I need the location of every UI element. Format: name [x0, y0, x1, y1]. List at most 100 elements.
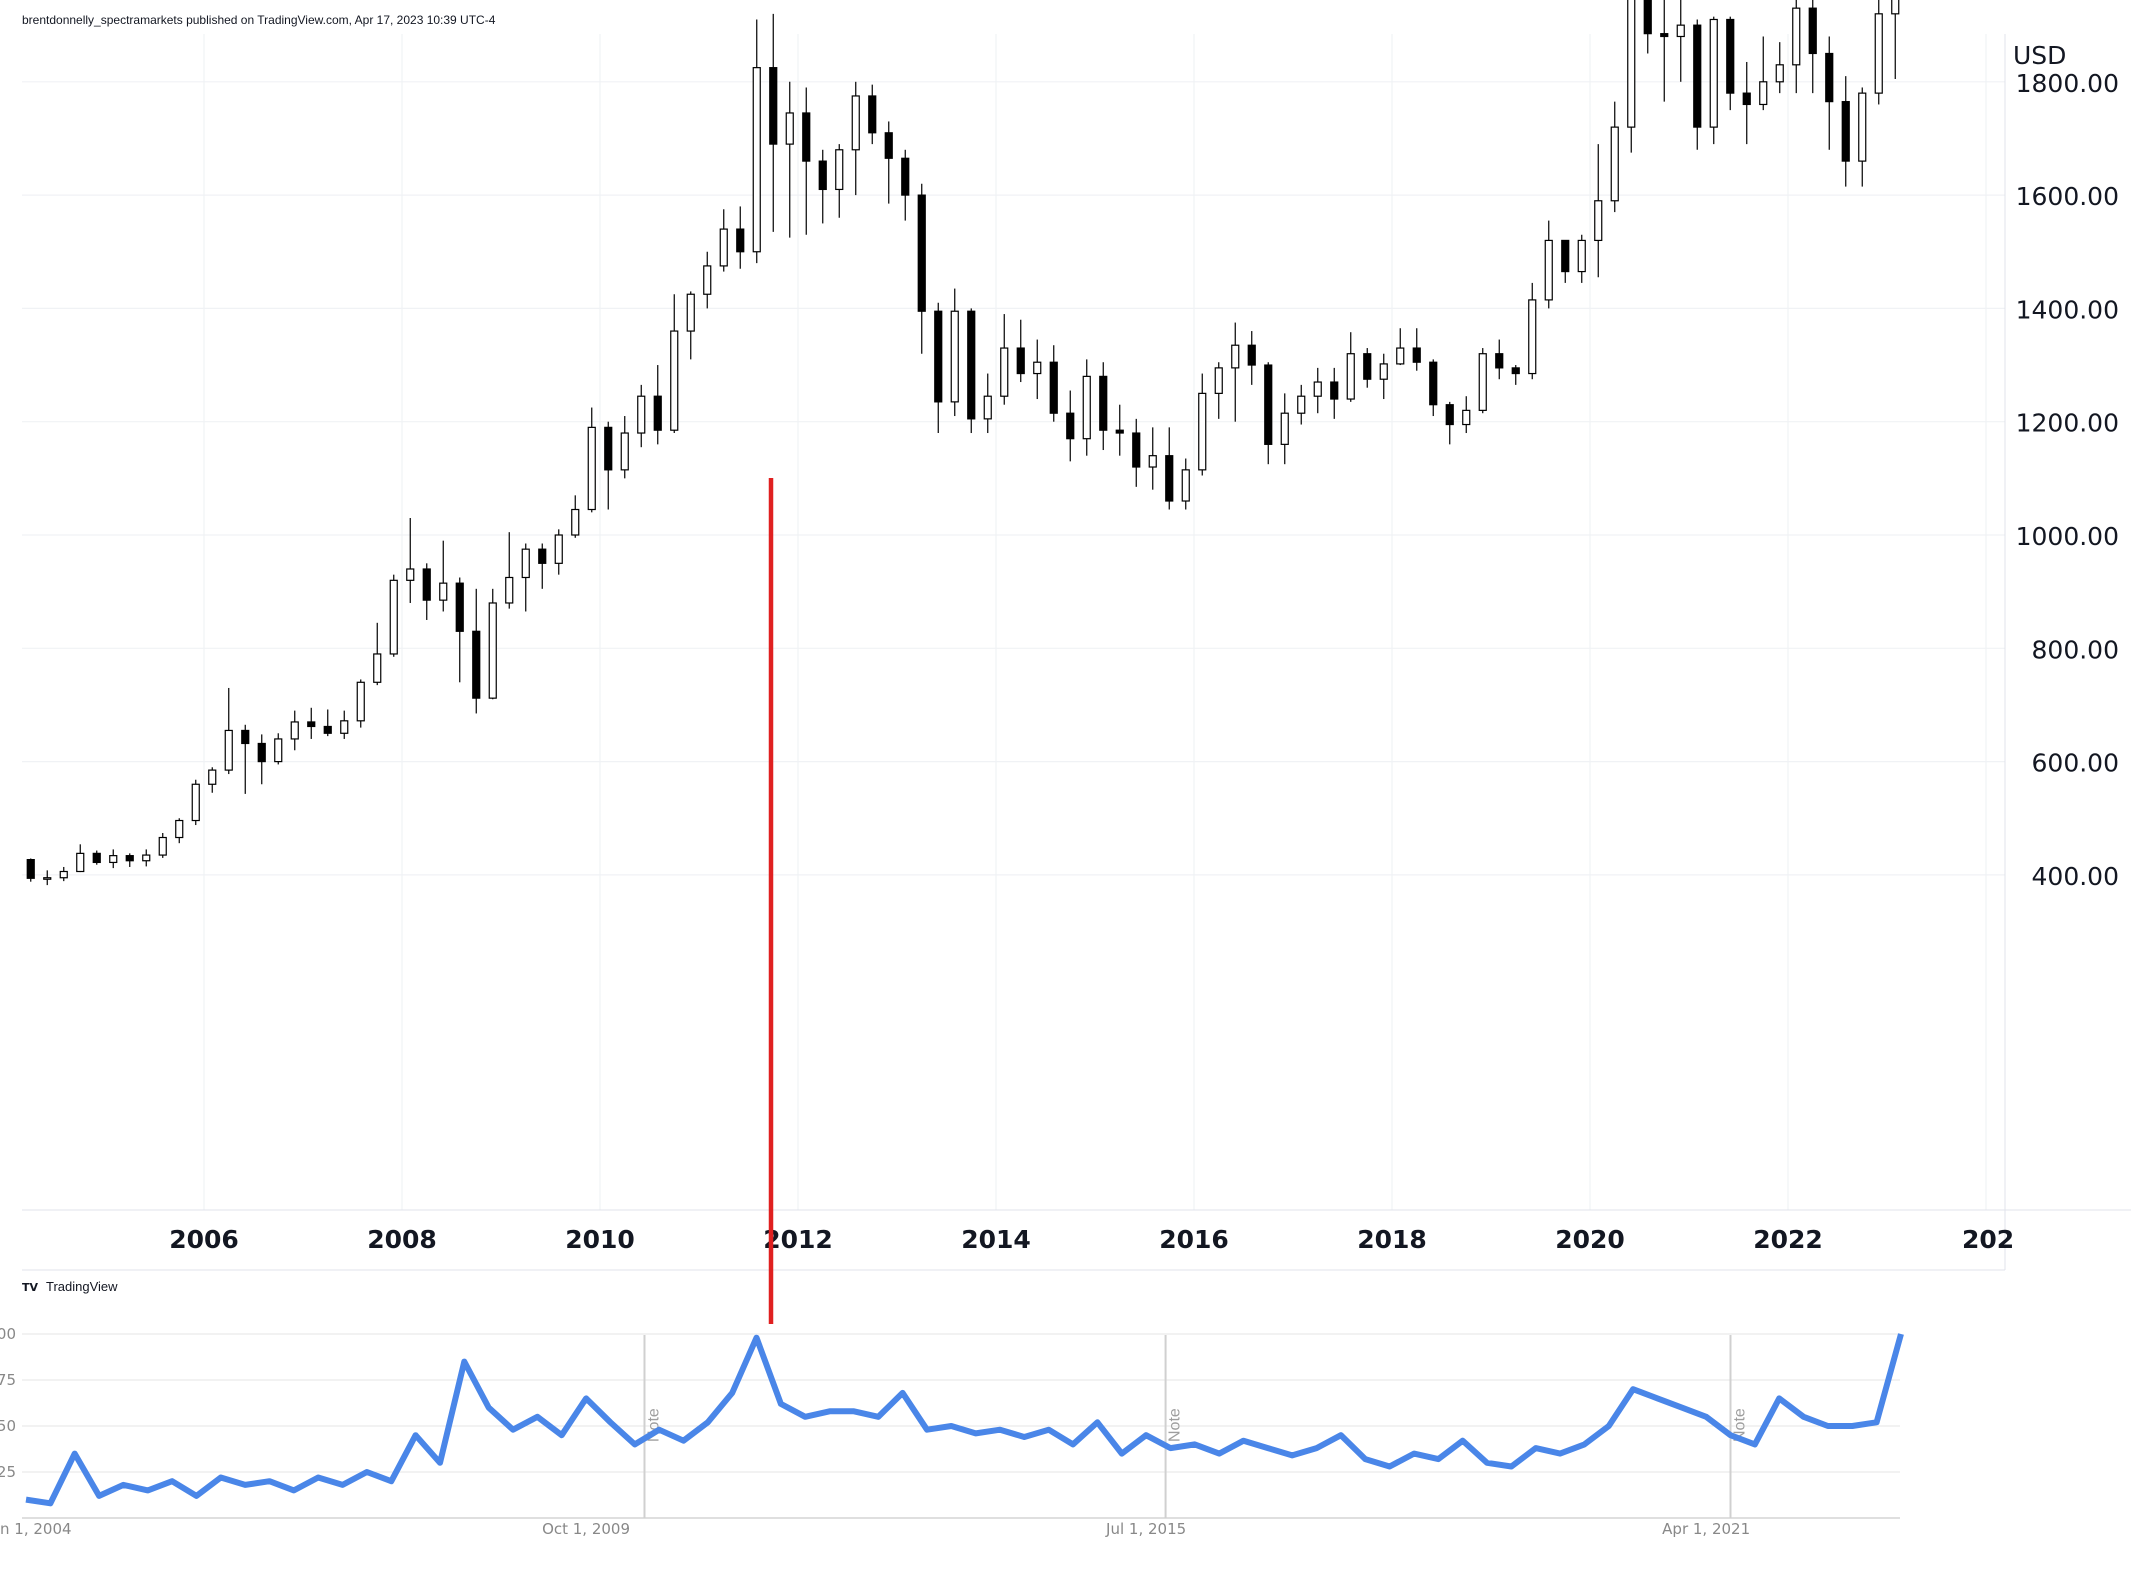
price-axis[interactable]: 2200.001800.001600.001400.001200.001000.… [2016, 0, 2119, 891]
candle-body [1627, 0, 1636, 128]
price-tick-label: 1400.00 [2016, 295, 2119, 324]
candle-body [670, 330, 679, 431]
time-tick-label: 2012 [763, 1225, 833, 1254]
trend-y-tick: 75 [0, 1371, 16, 1389]
candle-body [1792, 7, 1801, 66]
candle-body [1033, 361, 1042, 375]
candle-body [769, 67, 778, 145]
candle-body [1099, 375, 1108, 431]
candle-body [1330, 381, 1339, 400]
candle-body [1841, 101, 1850, 162]
candle-body [488, 602, 497, 699]
time-axis[interactable]: 2006 2008 2010 2012 2014 2016 2018 2020 2022 202 [169, 1225, 2014, 1254]
candle-body [1297, 395, 1306, 414]
candle-body [1511, 367, 1520, 375]
candle-body [686, 293, 695, 332]
candle-body [1709, 18, 1718, 128]
candle-body [1495, 353, 1504, 369]
trend-y-tick: 25 [0, 1463, 16, 1481]
main-grid [22, 34, 2005, 1210]
time-tick-label: 2020 [1555, 1225, 1625, 1254]
tradingview-logo-icon: TV [22, 1281, 39, 1294]
candle-body [257, 742, 266, 763]
candle-body [373, 653, 382, 683]
candle-body [1313, 381, 1322, 397]
candle-body [1066, 412, 1075, 440]
candle-body [736, 228, 745, 253]
candle-body [1775, 64, 1784, 83]
trend-y-tick: 50 [0, 1417, 16, 1435]
candle-body [1082, 375, 1091, 440]
candle-body [1693, 24, 1702, 128]
candle-body [1858, 92, 1867, 162]
candle-body [1544, 239, 1553, 301]
candle-body [868, 95, 877, 134]
price-tick-label: 1800.00 [2016, 69, 2119, 98]
candle-body [191, 783, 200, 822]
candle-body [1561, 239, 1570, 273]
price-tick-label: 1600.00 [2016, 182, 2119, 211]
candle-body [1660, 33, 1669, 38]
candle-body [76, 852, 85, 873]
tradingview-label: TradingView [46, 1279, 118, 1294]
candle-body [422, 568, 431, 601]
price-tick-label: 800.00 [2032, 635, 2119, 664]
trend-series-line [25, 1333, 1904, 1507]
candle-body [703, 265, 712, 295]
candle-body [752, 67, 761, 253]
candle-body [620, 432, 629, 471]
candle-body [538, 548, 547, 564]
candle-body [505, 576, 514, 604]
candle-body [1198, 392, 1207, 471]
candle-body [208, 769, 217, 785]
candle-body [950, 310, 959, 403]
time-tick-label: 2008 [367, 1225, 437, 1254]
candle-body [59, 870, 68, 879]
candle-body [653, 395, 662, 431]
candle-body [1742, 92, 1751, 106]
price-tick-label: 1200.00 [2016, 409, 2119, 438]
candle-body [1214, 367, 1223, 394]
candle-body [917, 194, 926, 312]
candle-body [1247, 344, 1256, 366]
candle-body [224, 729, 233, 771]
candle-body [323, 725, 332, 734]
candle-body [1759, 81, 1768, 106]
candle-body [1115, 429, 1124, 434]
candle-body [274, 738, 283, 763]
candle-body [1610, 126, 1619, 202]
candle-body [802, 112, 811, 162]
candle-body [719, 228, 728, 267]
candle-body [1231, 344, 1240, 369]
candle-body [1874, 13, 1883, 94]
candle-body [1577, 239, 1586, 273]
trend-x-axis: n 1, 2004 Oct 1, 2009 Jul 1, 2015 Apr 1, 20… [0, 1520, 1750, 1538]
candle-body [125, 855, 134, 862]
currency-label: USD [2013, 41, 2066, 70]
tradingview-branding[interactable]: TV TradingView [22, 1279, 118, 1294]
price-tick-label: 1000.00 [2016, 522, 2119, 551]
candle-body [1379, 363, 1388, 380]
candle-body [307, 721, 316, 728]
candle-body [1049, 361, 1058, 414]
candle-body [1445, 404, 1454, 426]
candle-body [637, 395, 646, 434]
trend-x-tick: n 1, 2004 [0, 1520, 72, 1538]
main-chart-panel[interactable]: 2200.001800.001600.001400.001200.001000.… [22, 0, 2131, 1271]
candle-body [1594, 200, 1603, 242]
candle-body [290, 721, 299, 740]
candle-body [26, 859, 35, 879]
candle-body [1264, 364, 1273, 445]
candle-body [1478, 353, 1487, 411]
candle-body [785, 112, 794, 145]
trend-grid [22, 1333, 1900, 1519]
trend-y-tick: 00 [0, 1325, 16, 1343]
candle-body [521, 548, 530, 579]
candle-body [340, 720, 349, 734]
trend-y-axis: 00 75 50 25 [0, 1325, 16, 1481]
candle-body [1346, 353, 1355, 400]
time-tick-label: 2006 [169, 1225, 239, 1254]
candle-body [1825, 52, 1834, 103]
time-tick-label: 2018 [1357, 1225, 1427, 1254]
